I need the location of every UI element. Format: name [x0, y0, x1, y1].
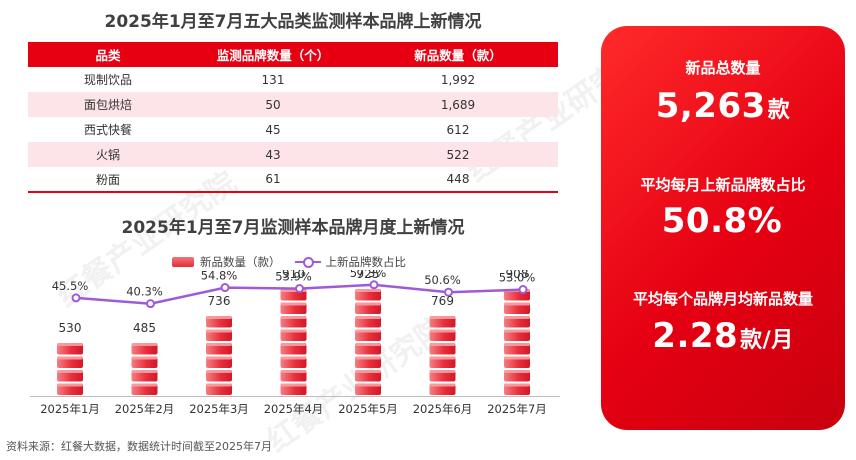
bar	[131, 343, 158, 395]
x-tick-label: 2025年6月	[413, 402, 473, 416]
x-tick-label: 2025年4月	[264, 402, 324, 416]
stat-value-ratio: 50.8%	[601, 201, 845, 241]
bar-value-label: 769	[431, 294, 454, 308]
stat-number: 2.28	[652, 316, 739, 356]
stat-number: 50.8%	[661, 201, 783, 241]
bar	[429, 316, 456, 395]
cell-brand-count: 43	[188, 142, 358, 167]
line-value-label: 54.8%	[201, 270, 238, 283]
line-value-label: 53.9%	[275, 270, 312, 284]
x-tick-label: 2025年1月	[40, 402, 100, 416]
legend-line-label: 上新品牌数占比	[325, 255, 407, 269]
stat-unit: 款	[767, 98, 791, 123]
cell-brand-count: 45	[265, 122, 281, 137]
line-point	[71, 293, 81, 303]
cell-brand-count: 131	[261, 72, 285, 87]
header-new-product-count: 新品数量（款）	[358, 42, 558, 67]
bar-value-label: 908	[506, 270, 529, 281]
cell-category: 西式快餐	[83, 123, 132, 137]
cell-new-count: 1,992	[440, 72, 476, 87]
line-value-label: 45.5%	[52, 279, 89, 293]
cell-brand-count: 50	[188, 92, 358, 117]
source-note: 资料来源：红餐大数据，数据统计时间截至2025年7月	[6, 440, 272, 453]
cell-category: 火锅	[28, 142, 188, 167]
x-tick-label: 2025年7月	[487, 402, 547, 416]
summary-card: 新品总数量 5,263款 平均每月上新品牌数占比 50.8% 平均每个品牌月均新…	[601, 26, 845, 430]
line-point	[518, 285, 528, 295]
line-value-label: 40.3%	[126, 285, 163, 299]
cell-new-count: 448	[358, 167, 558, 193]
line-value-label: 50.6%	[424, 273, 461, 287]
bar-value-label: 530	[59, 321, 82, 335]
bar	[57, 343, 83, 395]
cell-brand-count: 61	[188, 167, 358, 193]
x-tick-label: 2025年3月	[189, 402, 249, 416]
line-point	[220, 283, 230, 293]
bar-value-label: 485	[133, 321, 156, 335]
header-brand-count: 监测品牌数量（个）	[188, 42, 358, 67]
line-point	[444, 287, 453, 297]
chart-legend: 新品数量（款） 上新品牌数占比	[172, 254, 406, 270]
table-row: 面包烘焙 50 1,689	[28, 92, 558, 117]
table-row: 粉面 61 448	[28, 167, 558, 193]
header-category: 品类	[28, 42, 188, 67]
stat-value-total: 5,263款	[601, 86, 845, 126]
cell-category: 粉面	[28, 167, 188, 193]
stat-unit: 款/月	[740, 328, 794, 353]
table-row: 现制饮品 131 1,992	[28, 67, 558, 92]
chart-title: 2025年1月至7月监测样本品牌月度上新情况	[121, 218, 465, 238]
line-point	[295, 284, 304, 294]
cell-new-count: 612	[446, 122, 470, 137]
stat-value-avg: 2.28款/月	[601, 316, 845, 356]
table-header-row: 品类 监测品牌数量（个） 新品数量（款）	[28, 42, 558, 67]
legend-bar-swatch	[172, 257, 194, 267]
bar-value-label: 910	[282, 270, 305, 281]
legend-bar-label: 新品数量（款）	[200, 255, 281, 269]
bar-value-label: 925	[357, 270, 380, 281]
table-title: 2025年1月至7月五大品类监测样本品牌上新情况	[104, 12, 482, 32]
stat-label-total: 新品总数量	[685, 59, 761, 77]
line-point	[146, 299, 155, 309]
cell-new-count: 522	[358, 142, 558, 167]
stat-number: 5,263	[655, 86, 766, 126]
legend-line-swatch	[294, 257, 321, 268]
table-row: 西式快餐 45 612	[28, 117, 558, 142]
monthly-chart: 530 2025年1月 485 2025年2月 736 2025年3月 910 2025年4月…	[30, 270, 560, 416]
x-tick-label: 2025年5月	[338, 402, 398, 416]
x-tick-label: 2025年2月	[115, 402, 175, 416]
bar	[206, 316, 232, 395]
stat-label-avg: 平均每个品牌月均新品数量	[632, 290, 813, 308]
bar	[504, 289, 530, 395]
category-table: 品类 监测品牌数量（个） 新品数量（款） 现制饮品 131 1,992 面包烘焙…	[28, 42, 558, 193]
cell-category: 现制饮品	[83, 73, 132, 87]
cell-new-count: 1,689	[358, 92, 558, 117]
bar	[280, 289, 307, 395]
stat-label-ratio: 平均每月上新品牌数占比	[640, 176, 806, 194]
line-value-label: 57.3%	[350, 270, 387, 280]
line-value-label: 53.0%	[499, 271, 536, 285]
bar	[355, 289, 381, 395]
cell-category: 面包烘焙	[28, 92, 188, 117]
line-point	[369, 280, 379, 290]
bar-value-label: 736	[208, 294, 231, 308]
table-row: 火锅 43 522	[28, 142, 558, 167]
